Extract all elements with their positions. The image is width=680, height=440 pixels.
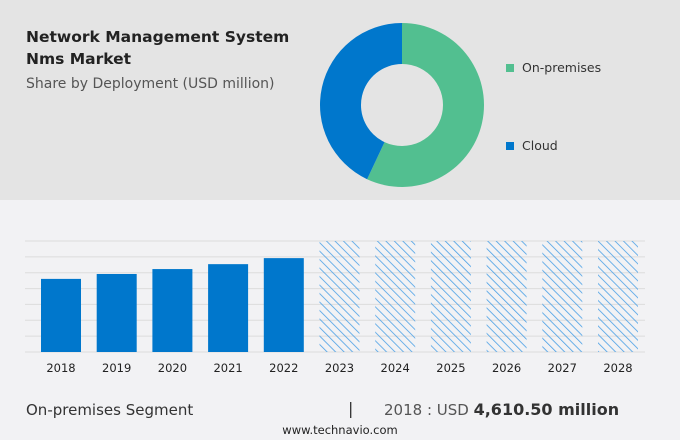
bar-2023 (319, 241, 360, 352)
bar-2028 (598, 241, 638, 352)
x-tick-label: 2024 (381, 361, 410, 375)
x-tick-label: 2028 (603, 361, 632, 375)
x-tick-label: 2018 (46, 361, 75, 375)
legend-label: On-premises (522, 60, 602, 75)
x-tick-label: 2026 (492, 361, 521, 375)
donut-slice-on-premises (367, 23, 484, 187)
segment-value: 2018 : USD 4,610.50 million (384, 400, 619, 419)
segment-label: On-premises Segment (26, 401, 194, 419)
value-prefix: 2018 : USD (384, 401, 474, 419)
bar-2019 (96, 273, 137, 352)
x-tick-label: 2019 (102, 361, 131, 375)
bar-2027 (542, 241, 583, 352)
site-url: www.technavio.com (282, 423, 398, 437)
chart-title: Network Management System Nms Market (26, 28, 290, 68)
donut-slice-cloud (320, 23, 402, 180)
value-amount: 4,610.50 million (473, 400, 620, 419)
legend-on-premises: On-premises (506, 60, 601, 75)
x-tick-label: 2022 (269, 361, 298, 375)
bar-2020 (152, 269, 193, 352)
bar-2021 (208, 264, 249, 352)
x-tick-label: 2027 (548, 361, 577, 375)
bar-2018 (41, 278, 81, 352)
bar-2026 (486, 241, 527, 352)
legend-swatch (506, 141, 514, 150)
x-tick-label: 2025 (436, 361, 465, 375)
legend-swatch (506, 63, 514, 72)
bar-2024 (375, 241, 416, 352)
bar-2025 (430, 241, 471, 352)
bar-2022 (263, 258, 304, 352)
legend-cloud: Cloud (506, 138, 558, 153)
legend-label: Cloud (522, 138, 558, 153)
x-tick-label: 2023 (325, 361, 354, 375)
x-tick-label: 2020 (158, 361, 187, 375)
x-tick-label: 2021 (213, 361, 242, 375)
separator: | (348, 399, 354, 418)
chart-subtitle: Share by Deployment (USD million) (26, 76, 275, 92)
